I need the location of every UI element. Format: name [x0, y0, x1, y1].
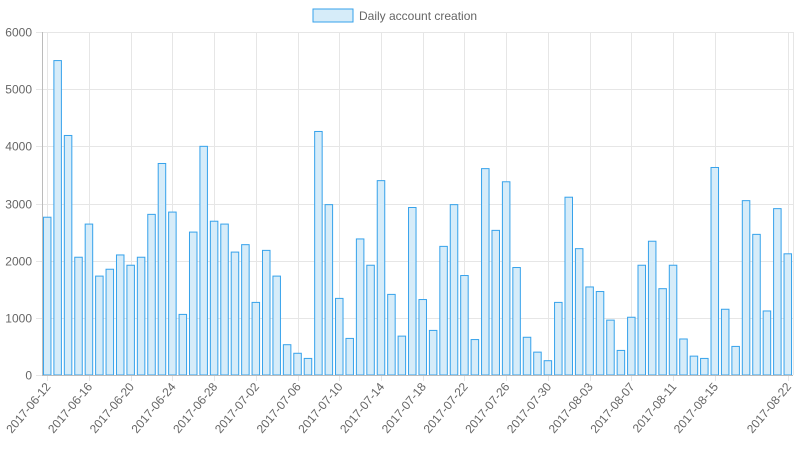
bar[interactable]: [262, 249, 271, 376]
bar[interactable]: [147, 213, 156, 376]
bar[interactable]: [335, 297, 344, 376]
bar[interactable]: [345, 337, 354, 376]
bar[interactable]: [606, 319, 615, 376]
bar[interactable]: [42, 216, 52, 376]
bar[interactable]: [188, 231, 198, 376]
bar[interactable]: [136, 256, 146, 376]
bar[interactable]: [355, 238, 365, 376]
bar[interactable]: [585, 286, 594, 376]
bar[interactable]: [491, 229, 500, 376]
y-tick-label: 4000: [5, 140, 32, 154]
bar[interactable]: [720, 308, 730, 376]
bar[interactable]: [178, 313, 188, 376]
bar[interactable]: [199, 145, 208, 376]
bar[interactable]: [74, 256, 83, 376]
bar[interactable]: [293, 352, 302, 376]
y-tick-label: 5000: [5, 83, 32, 97]
bar[interactable]: [564, 196, 573, 376]
bar[interactable]: [533, 351, 542, 376]
bar[interactable]: [752, 233, 761, 376]
bar[interactable]: [741, 200, 751, 376]
bar[interactable]: [449, 204, 459, 376]
bar[interactable]: [700, 357, 709, 376]
bar[interactable]: [105, 268, 115, 376]
bar[interactable]: [616, 349, 626, 376]
bar[interactable]: [314, 130, 323, 376]
bar[interactable]: [95, 275, 104, 376]
bar[interactable]: [168, 211, 177, 376]
legend-label[interactable]: Daily account creation: [359, 9, 477, 23]
bar[interactable]: [647, 240, 657, 376]
bar[interactable]: [627, 316, 636, 376]
bar[interactable]: [668, 264, 678, 376]
bar[interactable]: [408, 207, 417, 376]
y-tick-label: 1000: [5, 312, 32, 326]
bar[interactable]: [574, 248, 584, 376]
bar[interactable]: [53, 60, 62, 376]
bar[interactable]: [439, 245, 448, 376]
bar[interactable]: [115, 254, 125, 376]
x-tick-label: 2017-08-15: [671, 380, 721, 436]
bar[interactable]: [637, 264, 647, 376]
bar[interactable]: [658, 288, 667, 376]
bar[interactable]: [84, 223, 94, 376]
bar[interactable]: [731, 345, 740, 376]
bar[interactable]: [710, 166, 720, 376]
bar[interactable]: [470, 339, 480, 376]
y-tick-label: 3000: [5, 198, 32, 212]
bar[interactable]: [303, 357, 313, 376]
bar[interactable]: [126, 264, 135, 376]
bar[interactable]: [481, 168, 490, 376]
y-tick-label: 6000: [5, 26, 32, 40]
bar[interactable]: [543, 360, 553, 376]
bar[interactable]: [773, 208, 782, 376]
bar[interactable]: [554, 301, 563, 376]
bar[interactable]: [324, 204, 334, 376]
bar[interactable]: [689, 355, 699, 376]
bar[interactable]: [376, 180, 386, 376]
bar[interactable]: [272, 275, 281, 376]
bar[interactable]: [241, 244, 250, 376]
bar[interactable]: [428, 329, 438, 376]
bar[interactable]: [501, 181, 511, 376]
bar[interactable]: [157, 162, 167, 376]
bar[interactable]: [397, 335, 407, 376]
bar[interactable]: [282, 344, 292, 376]
bar[interactable]: [783, 253, 793, 376]
bar[interactable]: [762, 310, 772, 376]
bar[interactable]: [679, 338, 688, 376]
bar[interactable]: [522, 336, 532, 376]
bar-series: [42, 60, 793, 376]
bar[interactable]: [512, 267, 521, 376]
bar[interactable]: [251, 301, 261, 376]
bar[interactable]: [209, 220, 219, 376]
bar[interactable]: [63, 134, 73, 376]
y-tick-label: 0: [25, 369, 32, 383]
x-tick-label: 2017-08-22: [744, 380, 794, 436]
bar[interactable]: [366, 264, 375, 376]
y-tick-label: 2000: [5, 255, 32, 269]
bar[interactable]: [595, 291, 605, 376]
legend[interactable]: Daily account creation: [312, 8, 477, 23]
bar[interactable]: [418, 299, 427, 376]
bar[interactable]: [387, 293, 396, 376]
bar[interactable]: [230, 251, 240, 376]
bar[interactable]: [220, 223, 229, 376]
bar[interactable]: [460, 275, 469, 376]
legend-swatch[interactable]: [312, 8, 354, 23]
